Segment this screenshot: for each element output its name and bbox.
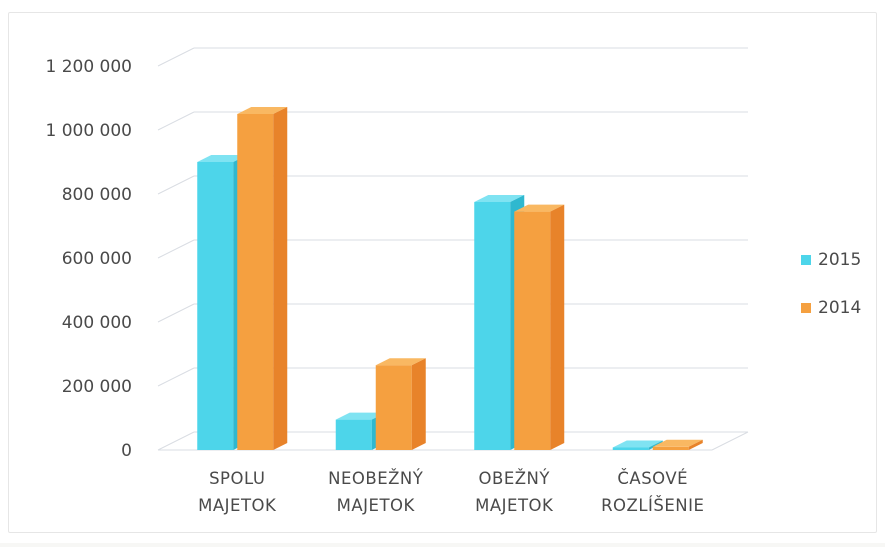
- x-tick-label: MAJETOK: [337, 496, 416, 515]
- bar-2014-front: [237, 114, 274, 450]
- bar-2014-top: [514, 204, 565, 212]
- gridline-depth: [157, 47, 195, 67]
- bar-2014-side: [688, 439, 703, 450]
- y-tick-label: 600 000: [62, 249, 132, 269]
- bar-2014-top: [375, 358, 426, 366]
- bar-2014-side: [411, 358, 426, 450]
- x-tick-label: ROZLÍŠENIE: [601, 496, 704, 515]
- bar-2014-front: [652, 446, 689, 450]
- bars: [197, 107, 703, 450]
- gridline-depth: [157, 431, 195, 451]
- gridline-depth: [157, 175, 195, 195]
- bar-2014-top: [652, 439, 703, 447]
- gridline-depth: [157, 111, 195, 131]
- bar-2015-side: [648, 440, 663, 450]
- bar-2015-top: [474, 195, 525, 202]
- y-tick-label: 200 000: [62, 377, 132, 397]
- y-tick-label: 1 000 000: [45, 121, 132, 141]
- bar-2015-top: [612, 440, 663, 448]
- bar-2015-top: [197, 155, 248, 162]
- y-tick-label: 400 000: [62, 313, 132, 333]
- bar-2014-top: [237, 107, 288, 114]
- bar-2014-front: [514, 211, 551, 450]
- legend-swatch-2014: [801, 303, 811, 313]
- x-tick-label: OBEŽNÝ: [479, 469, 551, 488]
- x-axis-tick-labels: SPOLU MAJETOK NEOBEŽNÝ MAJETOK OBEŽNÝ MAJETOK…: [198, 469, 704, 515]
- y-tick-label: 800 000: [62, 185, 132, 205]
- gridline-depth: [157, 239, 195, 259]
- bar-2015-front: [612, 447, 649, 450]
- legend: 2015 2014: [801, 250, 861, 318]
- bar-2014-side: [550, 204, 565, 450]
- legend-swatch-2015: [801, 255, 811, 265]
- x-tick-label: MAJETOK: [198, 496, 277, 515]
- x-tick-label: SPOLU: [209, 469, 265, 488]
- bar-2015-front: [335, 419, 372, 450]
- legend-label-2014: 2014: [818, 298, 861, 318]
- legend-label-2015: 2015: [818, 250, 861, 270]
- bar-2015-top: [335, 412, 386, 420]
- floor-right-edge: [711, 431, 749, 451]
- x-tick-label: NEOBEŽNÝ: [328, 469, 424, 488]
- x-tick-label: ČASOVÉ: [617, 469, 688, 488]
- y-tick-label: 1 200 000: [45, 57, 132, 77]
- bar-2014-side: [273, 107, 288, 450]
- x-tick-label: MAJETOK: [475, 496, 554, 515]
- bar-2015-front: [474, 202, 511, 450]
- gridline-depth: [157, 303, 195, 323]
- gridline-depth: [157, 367, 195, 387]
- bar-2014-front: [375, 365, 412, 450]
- y-axis-tick-labels: 0 200 000 400 000 600 000 800 000 1 000 000 1 …: [45, 57, 132, 461]
- y-tick-label: 0: [121, 441, 132, 461]
- bar-2015-front: [197, 162, 234, 450]
